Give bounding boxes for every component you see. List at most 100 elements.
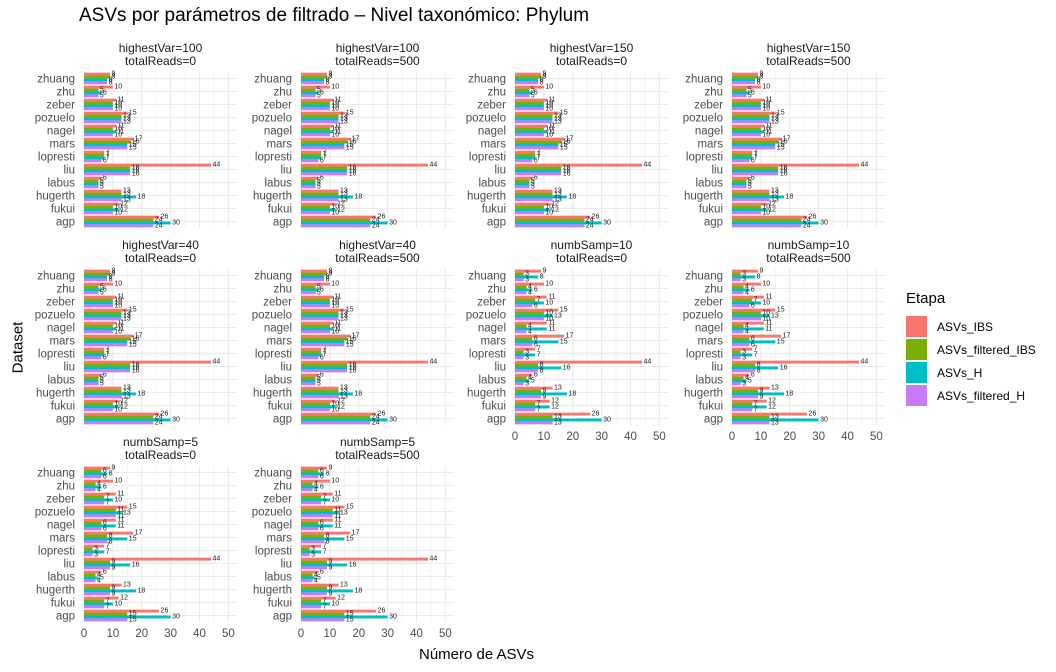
- bar-value-label: 3: [525, 380, 529, 387]
- bar: [732, 72, 758, 76]
- y-tick-label: pozuelo: [466, 310, 506, 322]
- y-tick-label: zhu: [704, 87, 723, 99]
- y-tick-label: zhuang: [685, 271, 723, 283]
- bar: [84, 88, 99, 92]
- bar-value-label: 8: [757, 76, 761, 83]
- bar-value-label: 7: [323, 351, 327, 358]
- bar: [515, 107, 544, 111]
- y-tick-label: zhuang: [37, 271, 75, 283]
- bar-value-label: 3: [525, 354, 529, 361]
- bar-value-label: 7: [323, 154, 327, 161]
- bar: [84, 101, 113, 105]
- bar: [301, 224, 371, 228]
- y-tick-label: liu: [711, 362, 723, 374]
- bar-value-label: 11: [334, 325, 341, 332]
- y-tick-label: zhu: [487, 87, 506, 99]
- bar-value-label: 9: [759, 74, 763, 81]
- bar-value-label: 5: [100, 289, 104, 296]
- bar: [301, 275, 325, 279]
- facet-strip-label: highestVar=100: [336, 41, 420, 55]
- bar-value-label: 10: [331, 401, 339, 408]
- bar: [515, 176, 533, 180]
- bar-value-label: 9: [759, 388, 763, 395]
- bar-value-label: 10: [114, 302, 122, 309]
- bar: [84, 334, 134, 338]
- bar: [732, 308, 776, 312]
- bar-value-label: 17: [352, 530, 360, 537]
- bar-value-label: 16: [132, 367, 140, 374]
- bar: [301, 402, 330, 406]
- bar: [515, 85, 544, 89]
- bar-value-label: 6: [320, 468, 324, 475]
- y-tick-label: mars: [480, 139, 506, 151]
- bar: [732, 150, 753, 154]
- bar: [732, 159, 750, 163]
- bar: [301, 291, 316, 295]
- bar: [301, 531, 351, 535]
- legend-label: ASVs_H: [937, 365, 983, 380]
- bar: [301, 560, 327, 564]
- bar: [515, 412, 591, 416]
- bar-value-label: 10: [331, 406, 339, 413]
- bar: [515, 124, 547, 128]
- bar-value-label: 8: [540, 79, 544, 86]
- bar-value-label: 13: [123, 385, 131, 392]
- bar-value-label: 7: [106, 603, 110, 610]
- bar-value-label: 10: [114, 131, 122, 138]
- bar: [301, 81, 325, 85]
- bar-value-label: 9: [111, 564, 115, 571]
- bar: [84, 466, 110, 470]
- bar-value-label: 3: [525, 349, 529, 356]
- bar-value-label: 6: [103, 483, 107, 490]
- bar: [515, 291, 527, 295]
- bar-value-label: 16: [349, 139, 357, 146]
- bar: [301, 550, 322, 554]
- bar: [515, 337, 533, 341]
- bar: [301, 163, 429, 167]
- bar: [301, 421, 371, 425]
- bar: [732, 211, 761, 215]
- bar: [515, 311, 544, 315]
- bar: [301, 198, 339, 202]
- bar: [84, 395, 122, 399]
- bar-value-label: 10: [331, 299, 339, 306]
- bar-value-label: 16: [780, 364, 788, 371]
- bar-value-label: 4: [97, 577, 101, 584]
- bar: [84, 166, 131, 170]
- x-tick-label: 50: [439, 628, 452, 640]
- bar: [301, 518, 333, 522]
- bar-value-label: 24: [372, 419, 380, 426]
- bar: [84, 195, 136, 199]
- y-tick-label: zhuang: [468, 271, 506, 283]
- bar-value-label: 24: [372, 222, 380, 229]
- bar-value-label: 6: [320, 569, 324, 576]
- bar-value-label: 10: [762, 204, 770, 211]
- bar-value-label: 5: [100, 574, 104, 581]
- bar-value-label: 5: [317, 178, 321, 185]
- bar: [732, 88, 747, 92]
- y-tick-label: nagel: [478, 323, 506, 335]
- x-tick-label: 40: [410, 628, 423, 640]
- bar-value-label: 11: [548, 325, 555, 332]
- bar: [732, 218, 802, 222]
- bar: [301, 153, 322, 157]
- bar-value-label: 6: [534, 157, 538, 164]
- bar-value-label: 8: [109, 533, 113, 540]
- bar: [515, 321, 547, 325]
- bar: [301, 85, 330, 89]
- bar: [515, 218, 585, 222]
- bar-value-label: 10: [762, 84, 770, 91]
- bar-value-label: 13: [123, 582, 131, 589]
- legend-key-asvs-filtered-ibs: [906, 339, 927, 360]
- bar: [515, 166, 562, 170]
- bar-value-label: 8: [540, 362, 544, 369]
- y-tick-label: zhu: [56, 284, 75, 296]
- bar: [301, 501, 322, 505]
- bar-value-label: 10: [114, 600, 122, 607]
- bar: [84, 418, 171, 422]
- bar-value-label: 10: [114, 100, 122, 107]
- bar-value-label: 6: [751, 341, 755, 348]
- bar: [732, 369, 756, 373]
- bar-value-label: 9: [328, 465, 332, 472]
- bar: [84, 211, 113, 215]
